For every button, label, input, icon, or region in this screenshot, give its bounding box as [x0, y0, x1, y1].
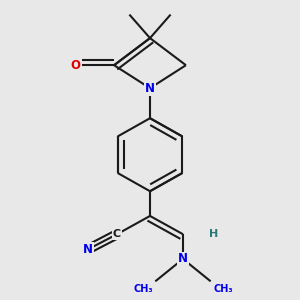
Text: CH₃: CH₃	[133, 284, 153, 294]
Text: O: O	[71, 59, 81, 72]
Text: CH₃: CH₃	[213, 284, 233, 294]
Text: N: N	[145, 82, 155, 95]
Text: N: N	[83, 243, 93, 256]
Text: N: N	[178, 252, 188, 266]
Text: H: H	[209, 229, 218, 239]
Text: C: C	[113, 229, 121, 239]
